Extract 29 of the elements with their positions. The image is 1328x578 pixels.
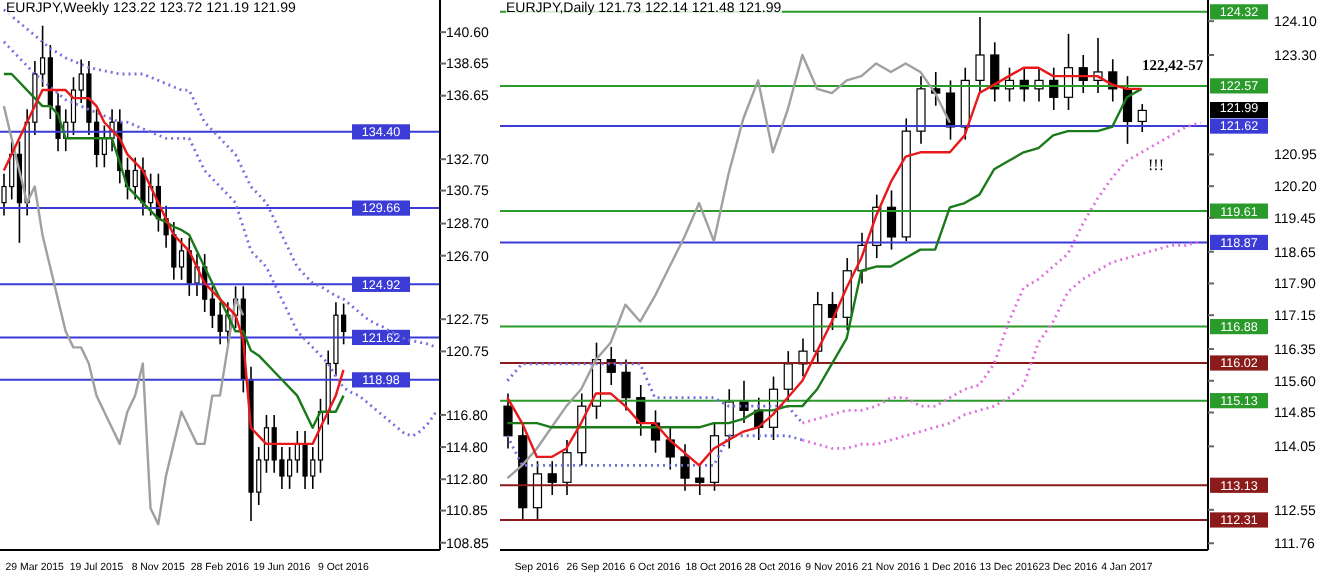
line-series [2,40,438,438]
candlestick [886,189,897,251]
line-series [800,121,1203,425]
line-series [2,104,245,526]
candlestick [916,75,926,145]
candlestick [294,430,300,474]
candlestick [302,430,308,490]
candlestick [783,350,793,403]
candlestick [132,156,138,201]
candlestick [194,253,200,297]
candlestick [217,301,223,345]
candlestick [665,426,675,471]
candlestick [532,460,543,522]
candlestick [562,439,572,496]
candlestick [271,414,277,474]
candlestick [547,460,557,496]
line-series [800,239,1203,450]
candlestick [621,358,631,412]
candlestick [695,464,705,496]
candlestick [140,156,146,217]
candlestick [178,237,185,281]
candlestick [680,443,690,492]
annotation: !!! [1148,155,1164,173]
candlestick [503,392,513,450]
candlestick [1137,103,1147,133]
candlestick [739,379,749,424]
candlestick [287,446,293,490]
candlestick [171,221,177,281]
candlestick [975,16,985,94]
